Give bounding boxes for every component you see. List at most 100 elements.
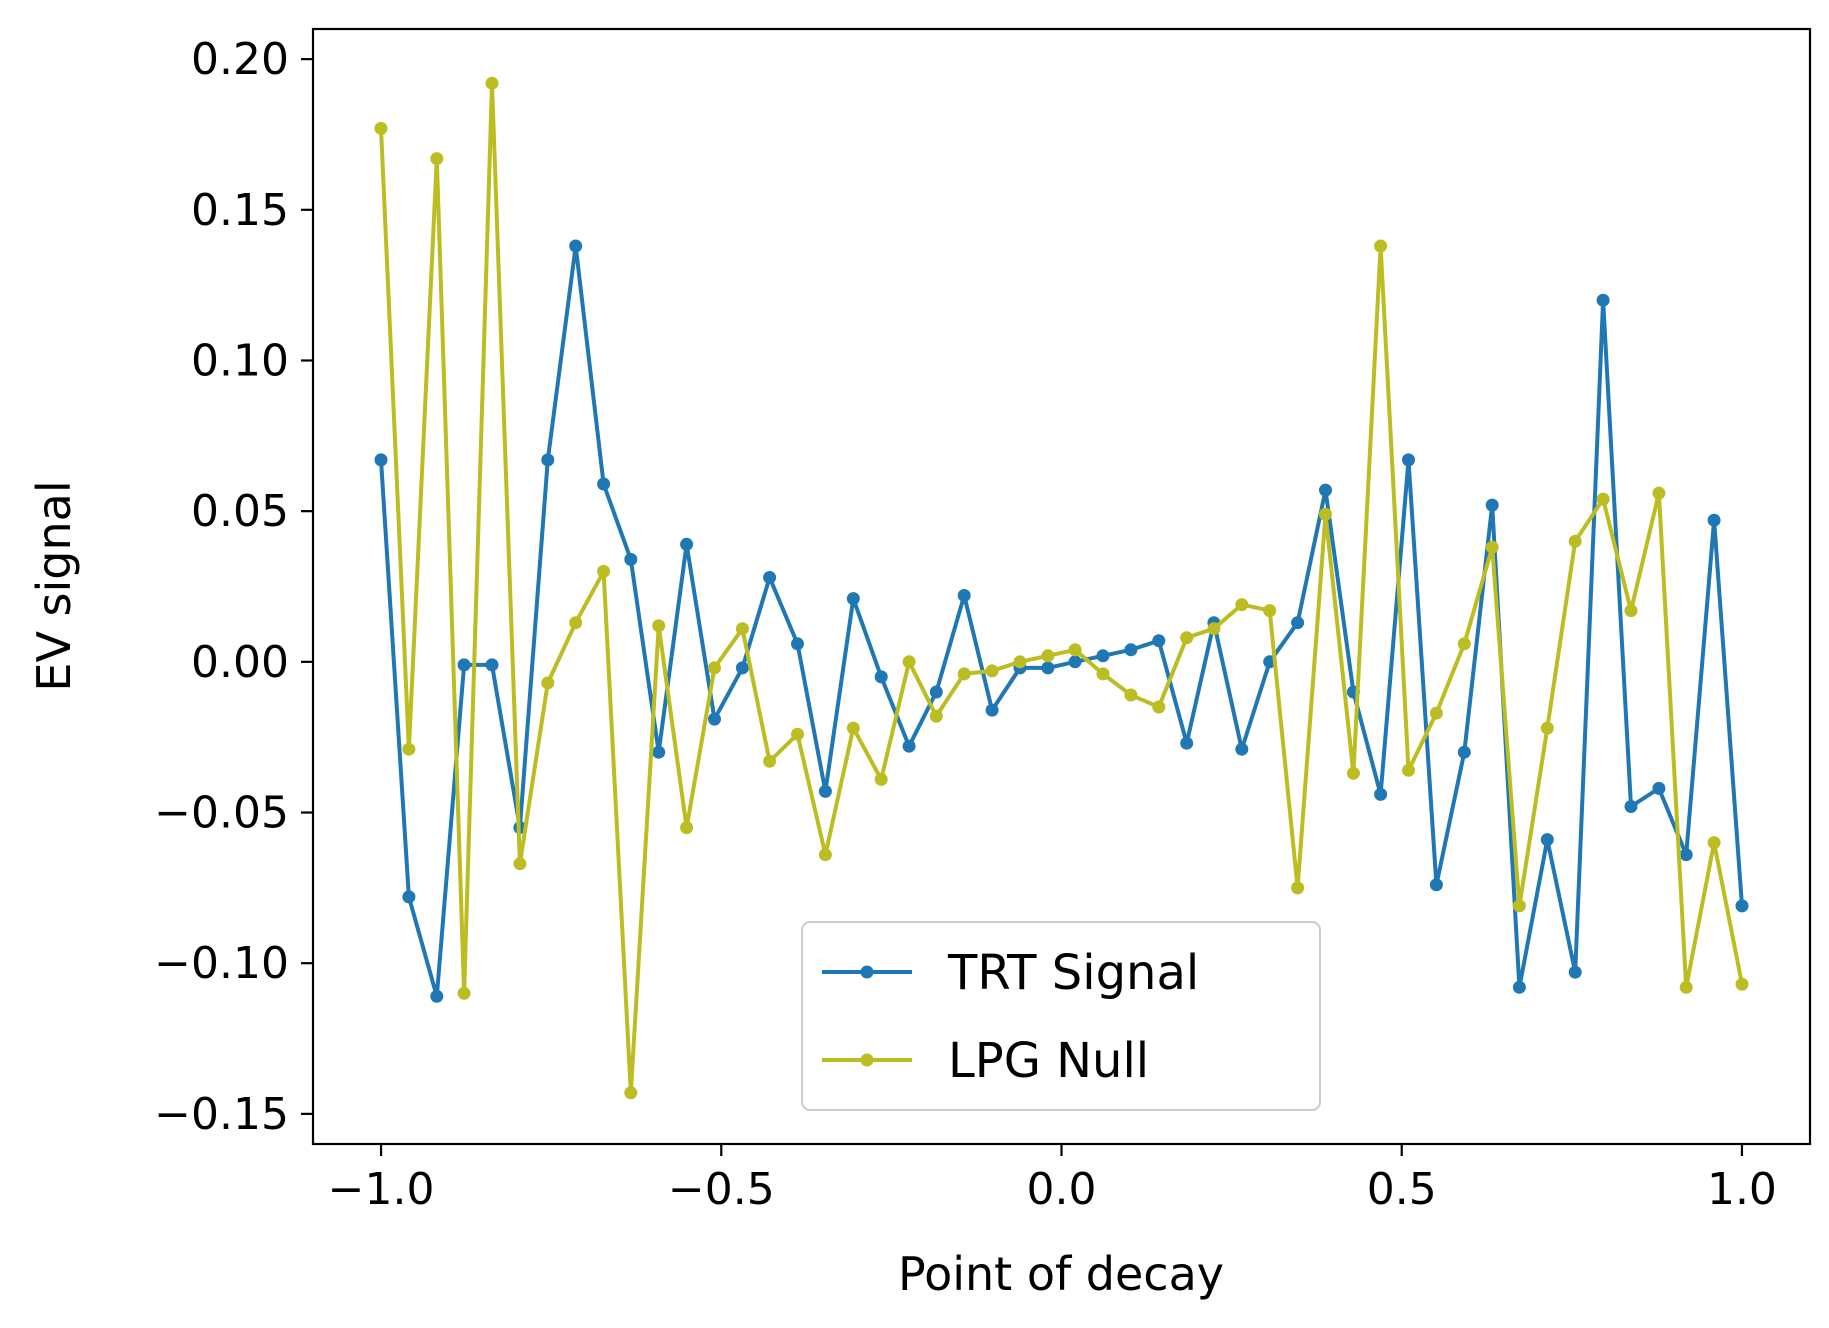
legend-label: TRT Signal	[947, 945, 1199, 1001]
data-point	[1096, 649, 1110, 663]
data-point	[1457, 637, 1471, 651]
data-point	[457, 658, 471, 672]
data-point	[1152, 700, 1166, 714]
x-tick-label: 0.5	[1367, 1164, 1437, 1215]
data-point	[1402, 763, 1415, 777]
data-point	[818, 784, 832, 798]
data-point	[1291, 616, 1305, 630]
data-point	[1540, 721, 1554, 735]
data-point	[874, 772, 888, 786]
data-point	[1735, 977, 1749, 991]
data-point	[874, 670, 888, 684]
data-point	[735, 661, 749, 675]
data-point	[597, 477, 611, 491]
data-point	[624, 1086, 638, 1100]
legend-marker	[860, 965, 874, 979]
data-point	[902, 655, 916, 669]
data-point	[402, 890, 416, 904]
data-point	[1291, 881, 1305, 895]
series-line	[379, 81, 1744, 1095]
data-point	[1374, 787, 1388, 801]
data-point	[541, 676, 555, 690]
data-point	[1152, 634, 1166, 648]
data-point	[1707, 836, 1721, 850]
data-point	[680, 537, 694, 551]
data-point	[1013, 655, 1027, 669]
y-tick-label: −0.05	[154, 788, 289, 839]
x-tick-label: −1.0	[328, 1164, 435, 1215]
data-point	[1041, 649, 1055, 663]
data-point	[374, 121, 388, 135]
data-point	[846, 592, 860, 606]
data-point	[957, 667, 971, 681]
data-point	[985, 703, 999, 717]
data-point	[735, 622, 749, 636]
data-point	[1485, 498, 1499, 512]
legend-box	[801, 921, 1321, 1111]
data-point	[1068, 643, 1082, 657]
y-axis: 0.20 0.15 0.10 0.05 0.00 −0.05 −0.10 −0.15	[154, 34, 313, 1140]
data-point	[846, 721, 860, 735]
y-tick-label: 0.05	[191, 486, 289, 537]
y-tick-label: −0.15	[154, 1089, 289, 1140]
data-point	[902, 739, 916, 753]
data-point	[569, 239, 583, 253]
legend-item: LPG Null	[822, 1033, 1149, 1089]
data-point	[985, 664, 999, 678]
data-point	[929, 685, 943, 699]
data-point	[597, 564, 611, 578]
data-point	[791, 637, 804, 651]
data-point	[1457, 745, 1471, 759]
data-point	[763, 571, 777, 584]
data-point	[763, 754, 777, 768]
data-point	[1707, 513, 1721, 527]
data-point	[1124, 643, 1138, 657]
data-point	[818, 848, 832, 862]
data-point	[1652, 781, 1666, 795]
data-point	[541, 453, 555, 467]
data-point	[1096, 667, 1110, 681]
data-point	[1124, 688, 1138, 702]
data-point	[1207, 622, 1221, 636]
data-point	[1624, 800, 1638, 813]
data-point	[513, 857, 527, 871]
data-point	[430, 989, 444, 1003]
data-point	[1596, 293, 1610, 307]
y-tick-label: 0.15	[191, 185, 289, 236]
series-lpg-null	[374, 76, 1749, 1100]
data-point	[652, 745, 666, 759]
data-point	[1041, 661, 1055, 675]
data-point	[457, 986, 471, 1000]
data-point	[1652, 486, 1666, 500]
data-point	[708, 661, 721, 675]
x-axis-label: Point of decay	[898, 1247, 1224, 1301]
data-point	[1596, 492, 1610, 506]
data-point	[1679, 848, 1693, 862]
data-point	[1512, 980, 1526, 994]
data-point	[652, 619, 666, 633]
data-point	[1568, 965, 1582, 979]
data-point	[1235, 598, 1249, 612]
data-point	[1540, 833, 1554, 847]
data-point	[1402, 453, 1415, 467]
data-point	[1735, 899, 1749, 913]
data-point	[374, 453, 388, 467]
data-point	[1429, 878, 1443, 892]
legend-label: LPG Null	[948, 1033, 1149, 1089]
data-point	[624, 552, 638, 566]
x-tick-label: 1.0	[1707, 1164, 1777, 1215]
data-point	[1374, 239, 1388, 253]
x-axis: −1.0 −0.5 0.0 0.5 1.0	[328, 1144, 1777, 1215]
data-point	[791, 727, 804, 741]
data-point	[929, 709, 943, 723]
data-point	[1068, 655, 1082, 669]
x-tick-label: −0.5	[668, 1164, 775, 1215]
data-point	[1319, 507, 1332, 521]
data-point	[1263, 604, 1277, 618]
data-point	[485, 658, 499, 672]
data-point	[1485, 540, 1499, 554]
data-point	[1319, 483, 1332, 497]
data-point	[430, 152, 444, 166]
